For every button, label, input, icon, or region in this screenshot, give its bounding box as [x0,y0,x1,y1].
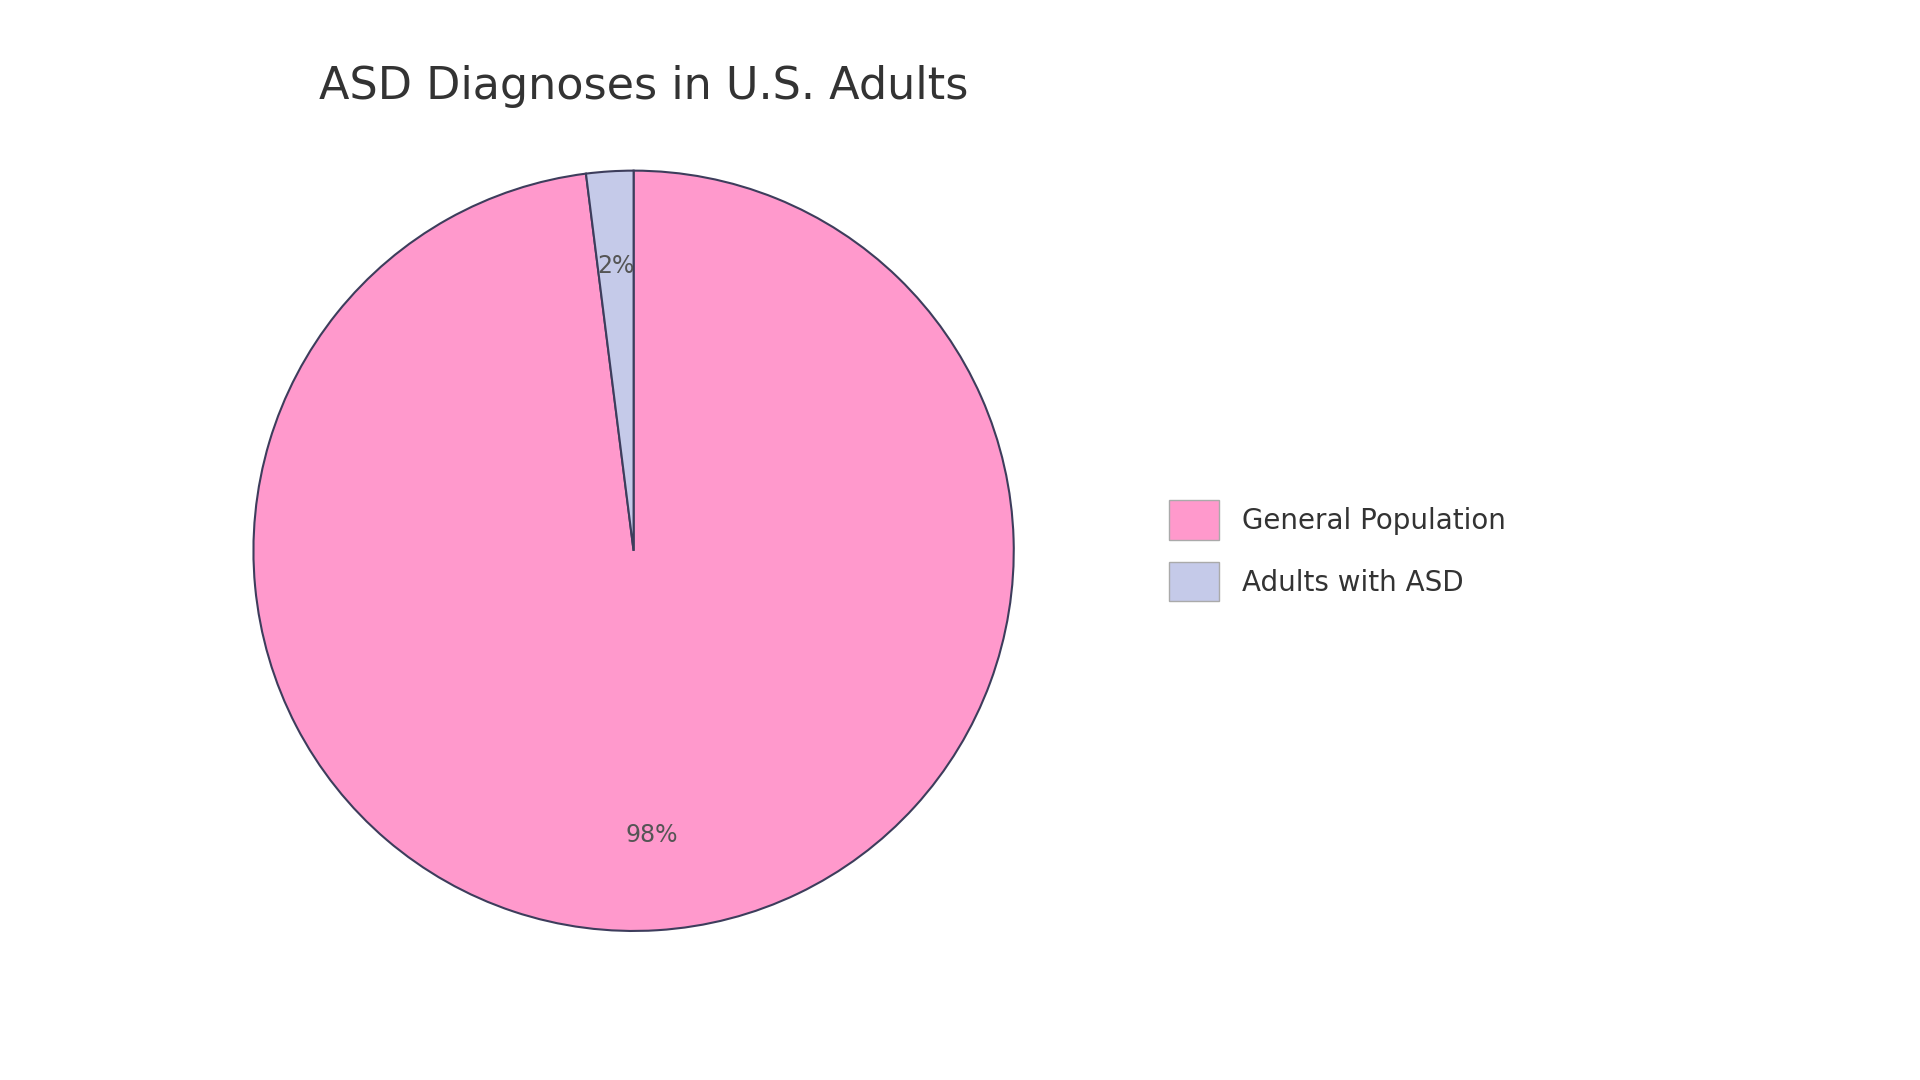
Text: 98%: 98% [626,823,678,848]
Wedge shape [586,171,634,551]
Legend: General Population, Adults with ASD: General Population, Adults with ASD [1142,473,1534,629]
Wedge shape [253,171,1014,931]
Text: ASD Diagnoses in U.S. Adults: ASD Diagnoses in U.S. Adults [319,65,968,108]
Text: 2%: 2% [597,254,634,279]
